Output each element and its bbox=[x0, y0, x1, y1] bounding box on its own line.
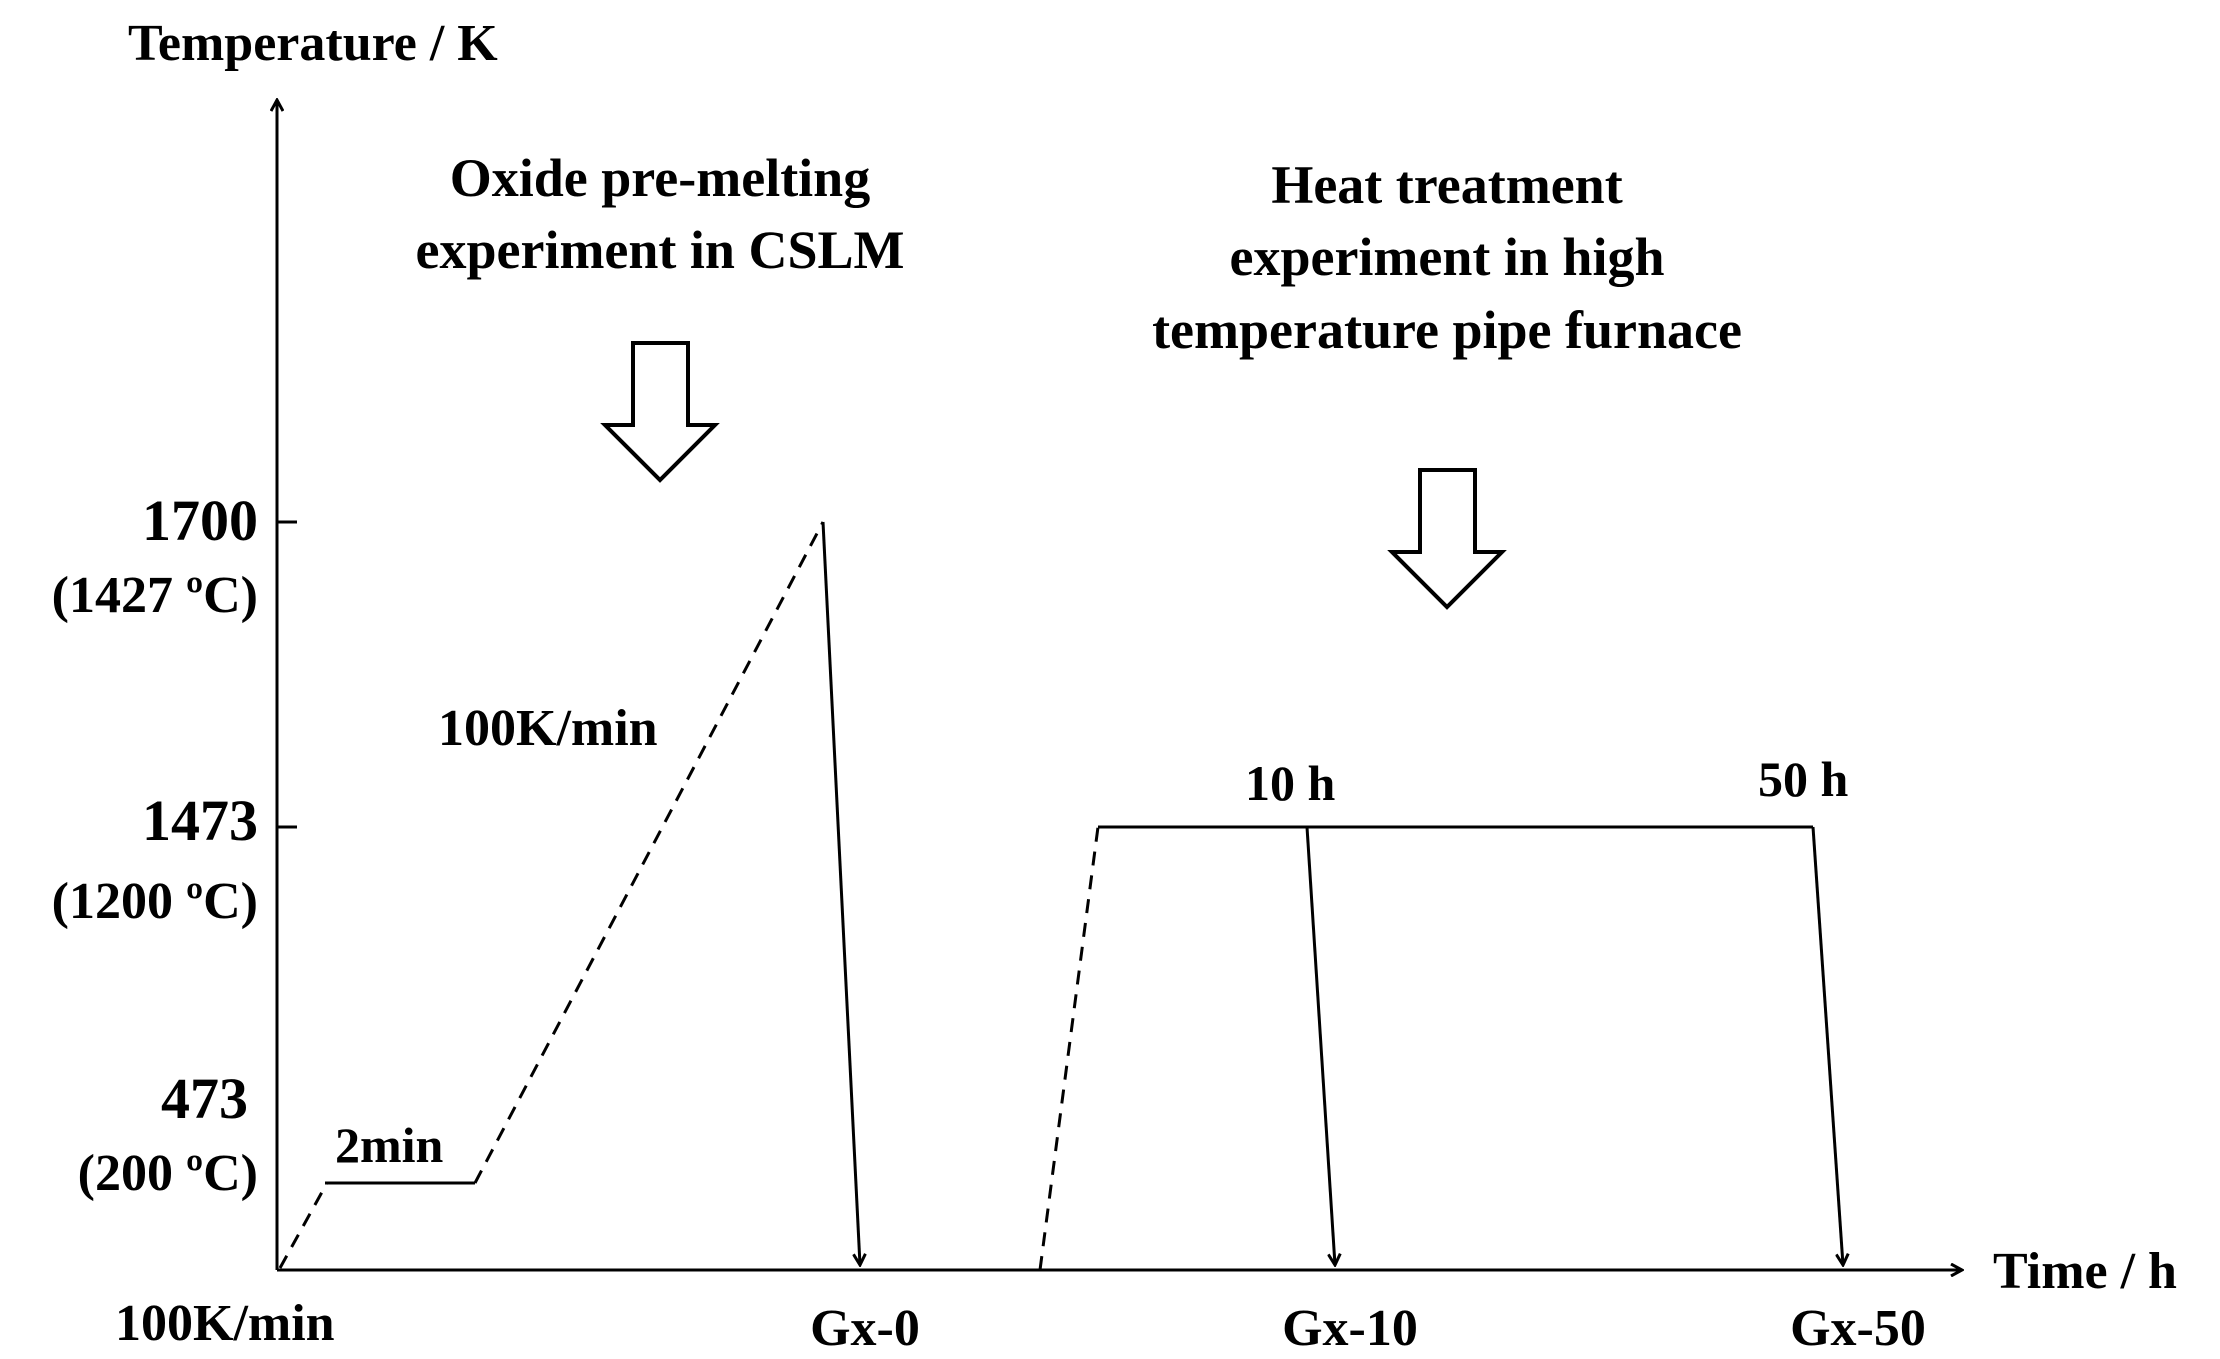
furnace-title-line3: temperature pipe furnace bbox=[1152, 300, 1742, 360]
y-label-1700-c: (1427 ºC) bbox=[52, 567, 258, 624]
y-label-473-k: 473 bbox=[161, 1066, 248, 1131]
furnace-quench-10h-arrow bbox=[1305, 826, 1335, 1265]
x-label-gx-50: Gx-50 bbox=[1790, 1300, 1926, 1357]
furnace-title-line2: experiment in high bbox=[1229, 227, 1664, 287]
x-label-origin-rate: 100K/min bbox=[115, 1295, 335, 1352]
label-hold-2min: 2min bbox=[335, 1117, 444, 1173]
x-label-gx-0: Gx-0 bbox=[810, 1300, 920, 1357]
furnace-heating-ramp bbox=[1038, 826, 1100, 1271]
cslm-heating-ramp bbox=[473, 521, 825, 1184]
label-hold-50h: 50 h bbox=[1758, 751, 1849, 807]
label-hold-10h: 10 h bbox=[1245, 755, 1336, 811]
cslm-title-line1: Oxide pre-melting bbox=[450, 148, 870, 208]
cslm-initial-ramp bbox=[278, 1182, 329, 1269]
y-label-1700-k: 1700 bbox=[142, 488, 258, 553]
y-axis-title: Temperature / K bbox=[128, 15, 498, 72]
cslm-title-line2: experiment in CSLM bbox=[416, 220, 905, 280]
y-label-473-c: (200 ºC) bbox=[78, 1145, 258, 1202]
cslm-down-arrow-icon bbox=[600, 341, 720, 483]
label-ramp-rate: 100K/min bbox=[438, 700, 658, 757]
x-axis-title: Time / h bbox=[1993, 1243, 2177, 1300]
y-label-1473-c: (1200 ºC) bbox=[52, 873, 258, 930]
furnace-quench-50h-arrow bbox=[1811, 826, 1843, 1265]
cslm-quench-arrow bbox=[821, 521, 860, 1265]
x-label-gx-10: Gx-10 bbox=[1282, 1300, 1418, 1357]
furnace-down-arrow-icon bbox=[1387, 468, 1507, 610]
furnace-title-line1: Heat treatment bbox=[1271, 155, 1622, 215]
y-label-1473-k: 1473 bbox=[142, 788, 258, 853]
